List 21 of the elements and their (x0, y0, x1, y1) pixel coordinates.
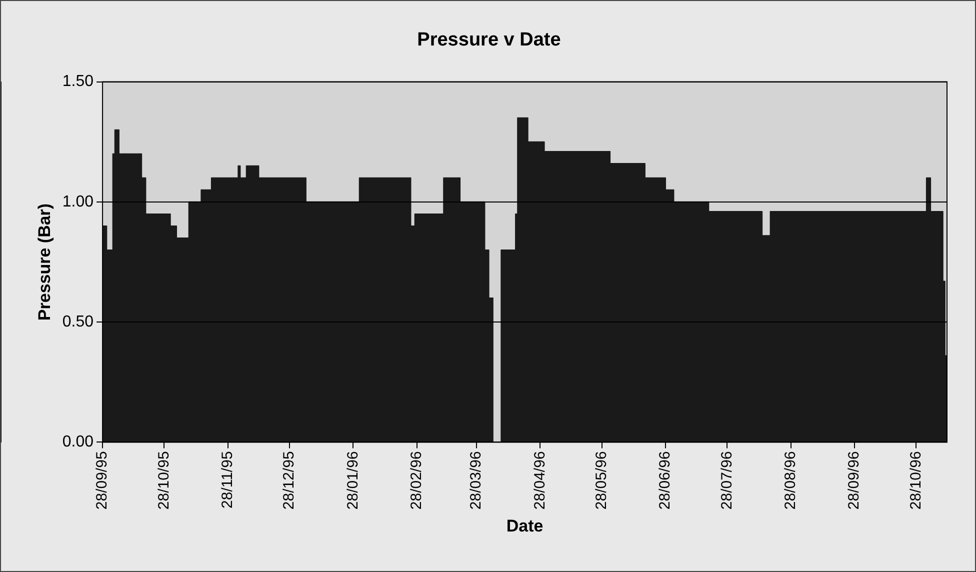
y-tick-label: 1.00 (62, 193, 94, 210)
x-tick-label: 28/07/96 (718, 451, 736, 510)
x-tick-label: 28/11/95 (219, 451, 236, 508)
chart-title: Pressure v Date (417, 30, 561, 51)
x-tick-label: 28/02/96 (408, 451, 426, 510)
x-tick-label: 28/09/96 (846, 451, 863, 510)
x-tick-label: 28/10/95 (155, 451, 172, 510)
y-tick-label: 0.50 (62, 313, 94, 330)
x-tick-label: 28/05/96 (592, 451, 610, 510)
x-tick-label: 28/10/96 (907, 451, 924, 510)
y-tick-label: 1.50 (62, 73, 94, 90)
y-tick-label: 0.00 (62, 434, 94, 451)
x-tick-label: 28/01/96 (344, 451, 362, 510)
x-tick-label: 28/08/96 (782, 451, 799, 510)
x-tick-label: 28/04/96 (531, 451, 548, 510)
x-tick-label: 28/06/96 (656, 451, 674, 510)
x-tick-label: 28/03/96 (468, 451, 485, 510)
x-axis-title: Date (506, 516, 544, 536)
y-axis-title: Pressure (Bar) (34, 203, 54, 321)
x-tick-label: 28/09/95 (94, 451, 111, 510)
x-tick-label: 28/12/95 (280, 451, 298, 510)
